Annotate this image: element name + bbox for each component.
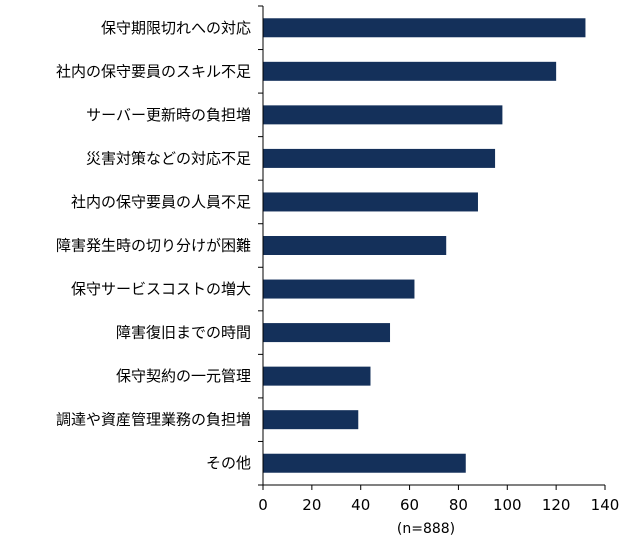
x-tick-label: 80 (449, 496, 468, 514)
bar (263, 236, 447, 255)
category-label: 保守契約の一元管理 (116, 367, 251, 385)
bar (263, 410, 359, 430)
bar (263, 366, 371, 386)
category-label: 障害復旧までの時間 (116, 324, 251, 342)
bar (263, 323, 391, 343)
x-tick-label: 140 (591, 496, 620, 514)
category-label: 調達や資産管理業務の負担増 (56, 411, 251, 429)
sample-size-note: (n=888) (397, 521, 455, 537)
x-tick-label: 0 (258, 496, 268, 514)
bars-layer (263, 18, 586, 473)
category-label: その他 (206, 454, 251, 472)
x-tick-label: 60 (400, 496, 419, 514)
category-label: 災害対策などの対応不足 (86, 149, 251, 167)
bar (263, 148, 496, 168)
x-tick-label: 120 (542, 496, 571, 514)
x-tick-label: 40 (351, 496, 370, 514)
bar (263, 18, 586, 38)
bar (263, 61, 557, 81)
category-label: 保守サービスコストの増大 (71, 280, 251, 298)
bar (263, 279, 415, 299)
category-label: 社内の保守要員のスキル不足 (56, 62, 251, 80)
category-labels: 保守期限切れへの対応社内の保守要員のスキル不足サーバー更新時の負担増災害対策など… (56, 19, 251, 472)
axes (258, 5, 606, 490)
bar (263, 453, 466, 473)
category-label: 保守期限切れへの対応 (101, 19, 251, 37)
category-label: 障害発生時の切り分けが困難 (56, 237, 251, 255)
bar (263, 105, 503, 125)
x-tick-label: 100 (493, 496, 522, 514)
bar (263, 192, 478, 212)
x-tick-labels: 0 20 40 60 80 100 120 140 (258, 496, 619, 514)
x-tick-label: 20 (302, 496, 321, 514)
category-label: サーバー更新時の負担増 (86, 106, 251, 124)
category-label: 社内の保守要員の人員不足 (71, 193, 251, 211)
